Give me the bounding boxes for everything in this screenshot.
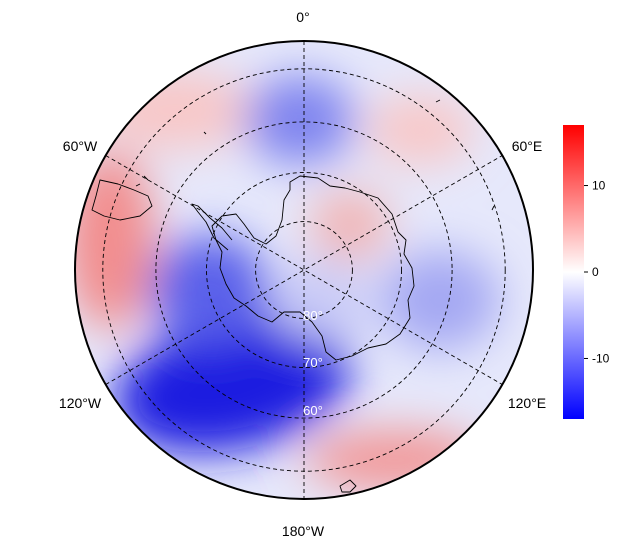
colorbar-tick-label--10: -10 [592,351,610,365]
field-blob-south-indian [380,250,500,350]
field-blob-east-antarctica [310,190,390,260]
field-blob-ross-sea [150,235,270,345]
lat-label-80: 80° [303,308,323,323]
latitude-circle-60 [155,121,453,419]
lon-label-60e: 60°E [512,138,543,154]
field-blob-weddell-north [245,75,355,165]
south-america-tip [91,179,153,221]
meridian-line-120 [105,155,503,385]
latitude-circle-80 [255,221,353,319]
field-blob-near-pole [270,260,370,340]
lat-label-70: 70° [303,355,323,370]
field-blob-south-atlantic [365,95,475,165]
colorbar: 10 0 -10 [563,125,610,419]
field-blob-south-pacific-high [75,150,155,330]
sub-antarctic-islands [203,99,495,211]
new-zealand-island [339,479,357,493]
latitude-circle-70 [206,172,402,368]
south-america-islands [135,175,149,187]
lon-label-120w: 120°W [59,395,102,411]
map-boundary [74,40,534,500]
lon-label-180: 180°W [282,523,325,539]
lon-label-120e: 120°E [508,395,546,411]
colorbar-gradient [563,125,584,419]
anomaly-field [75,41,533,499]
lat-label-60: 60° [303,403,323,418]
colorbar-tick-label-10: 10 [592,179,606,193]
lon-label-60w: 60°W [63,138,98,154]
antarctica-coastline [211,175,415,361]
field-blob-amundsen-sea-low [113,316,351,454]
colorbar-ticks: 10 0 -10 [584,179,610,365]
meridian-line-60 [105,155,503,385]
meridian-lines [105,41,503,499]
colorbar-tick-label-0: 0 [592,265,599,279]
lon-label-0: 0° [296,9,309,25]
